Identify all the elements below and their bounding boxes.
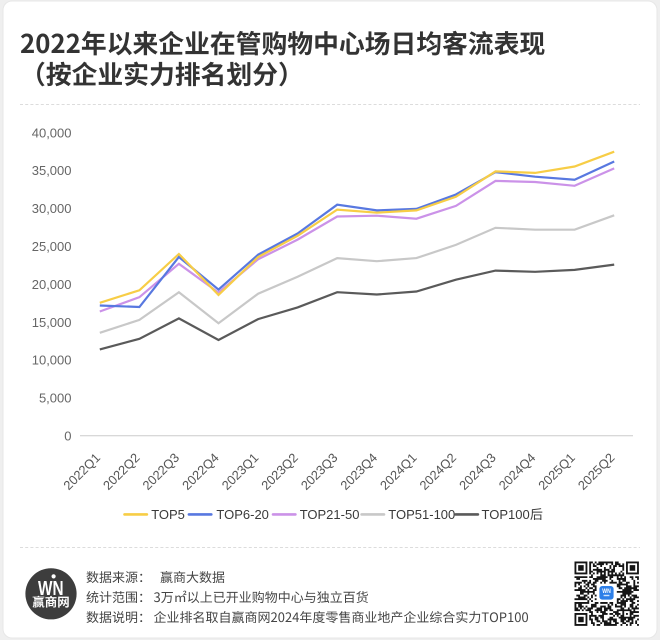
svg-text:25,000: 25,000 — [32, 239, 72, 254]
svg-text:40,000: 40,000 — [32, 125, 72, 140]
svg-text:15,000: 15,000 — [32, 315, 72, 330]
svg-text:35,000: 35,000 — [32, 163, 72, 178]
svg-text:5,000: 5,000 — [39, 391, 72, 406]
svg-text:20,000: 20,000 — [32, 277, 72, 292]
svg-text:TOP5: TOP5 — [151, 507, 185, 522]
svg-text:10,000: 10,000 — [32, 353, 72, 368]
svg-text:TOP51-100: TOP51-100 — [388, 507, 455, 522]
svg-text:WN: WN — [602, 588, 611, 595]
svg-text:TOP6-20: TOP6-20 — [216, 507, 269, 522]
svg-text:TOP100: TOP100 — [482, 507, 530, 522]
svg-text:0: 0 — [64, 428, 71, 443]
svg-text:TOP21-50: TOP21-50 — [300, 507, 360, 522]
svg-text:WN: WN — [38, 578, 64, 600]
svg-text:30,000: 30,000 — [32, 201, 72, 216]
